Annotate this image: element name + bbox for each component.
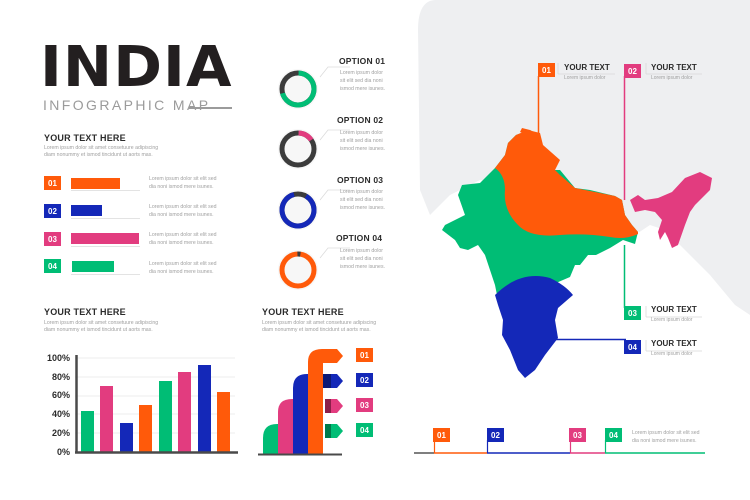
map-callout-body: Lorem ipsum dolor	[564, 75, 606, 81]
map-callout-body: Lorem ipsum dolor	[651, 351, 693, 357]
option-text-line1: Lorem ipsum dolor	[340, 70, 383, 76]
donut-option-01	[278, 69, 318, 109]
donut-option-02	[278, 129, 318, 169]
step-badge: 04	[356, 423, 373, 437]
option-text-line2: sit elit sed dia noni	[340, 197, 383, 203]
number-badge: 02	[44, 204, 61, 218]
map-callout-body: Lorem ipsum dolor	[651, 317, 693, 323]
option-text-line3: ismod mere isunes.	[340, 146, 385, 152]
number-badge: 01	[44, 176, 61, 190]
option-text-line3: ismod mere isunes.	[340, 205, 385, 211]
timeline-badge: 02	[487, 428, 504, 442]
section2-body-line1: Lorem ipsum dolor sit amet consetuure ad…	[44, 320, 159, 326]
arch-step-chart	[258, 349, 343, 456]
section3-body-line1: Lorem ipsum dolor sit amet consetuure ad…	[262, 320, 377, 326]
timeline-text-line1: Lorem ipsum dolor sit elit sed	[632, 430, 700, 436]
item-text-line2: dia noni ismod mere isunes.	[149, 184, 214, 190]
step-badge: 01	[356, 348, 373, 362]
item-text-line1: Lorem ipsum dolor sit elit sed	[149, 204, 217, 210]
item-text-line2: dia noni ismod mere isunes.	[149, 269, 214, 275]
bar-fill	[71, 233, 139, 244]
option-title: OPTION 02	[337, 115, 384, 125]
india-map	[442, 63, 750, 400]
step-badge: 02	[356, 373, 373, 387]
bar-fill	[71, 205, 102, 216]
option-title: OPTION 01	[339, 56, 386, 66]
timeline-badge: 01	[433, 428, 450, 442]
y-tick-label: 80%	[51, 372, 70, 382]
option-text-line3: ismod mere isunes.	[340, 86, 385, 92]
option-text-line3: ismod mere isunes.	[340, 264, 385, 270]
option-donuts	[278, 66, 350, 290]
subtitle-divider	[189, 107, 232, 109]
option-text-line2: sit elit sed dia noni	[340, 78, 383, 84]
item-text-line1: Lorem ipsum dolor sit elit sed	[149, 261, 217, 267]
map-callout-body: Lorem ipsum dolor	[651, 75, 693, 81]
donut-option-04	[278, 250, 318, 290]
bar-track	[71, 274, 140, 275]
y-tick-label: 60%	[51, 390, 70, 400]
option-title: OPTION 04	[336, 233, 383, 243]
map-callout-badge: 04	[624, 340, 641, 354]
bar-track	[71, 190, 140, 191]
option-text-line1: Lorem ipsum dolor	[340, 189, 383, 195]
timeline-text-line2: dia noni ismod mere isunes.	[632, 438, 697, 444]
option-text-line1: Lorem ipsum dolor	[340, 130, 383, 136]
item-text-line2: dia noni ismod mere isunes.	[149, 240, 214, 246]
timeline-badge: 04	[605, 428, 622, 442]
timeline-line	[414, 440, 705, 454]
map-callout-badge: 01	[538, 63, 555, 77]
map-callout-badge: 03	[624, 306, 641, 320]
map-callout-title: YOUR TEXT	[564, 63, 610, 72]
y-tick-label: 0%	[56, 447, 70, 457]
donut-option-03	[278, 190, 318, 230]
bar-fill	[71, 178, 120, 189]
bar-fill	[72, 261, 114, 272]
number-badge: 03	[44, 232, 61, 246]
section1-title: YOUR TEXT HERE	[44, 133, 126, 143]
section1-body-line2: diam nonummy et ismod tincidunt ut aorts…	[44, 152, 153, 158]
option-title: OPTION 03	[337, 175, 384, 185]
bar-track	[71, 218, 140, 219]
bar-track	[71, 246, 140, 247]
page-title: INDIA	[40, 35, 233, 100]
section3-body-line2: diam nonummy et ismod tincidunt ut aorts…	[262, 327, 371, 333]
y-tick-label: 100%	[46, 353, 70, 363]
section2-title: YOUR TEXT HERE	[44, 307, 126, 317]
number-badge: 04	[44, 259, 61, 273]
y-tick-label: 20%	[51, 428, 70, 438]
map-callout-title: YOUR TEXT	[651, 339, 697, 348]
option-text-line2: sit elit sed dia noni	[340, 138, 383, 144]
step-badge: 03	[356, 398, 373, 412]
item-text-line1: Lorem ipsum dolor sit elit sed	[149, 176, 217, 182]
section1-body-line1: Lorem ipsum dolor sit amet consetuure ad…	[44, 145, 159, 151]
bar-chart-plot	[75, 355, 238, 454]
section2-body-line2: diam nonummy et ismod tincidunt ut aorts…	[44, 327, 153, 333]
item-text-line2: dia noni ismod mere isunes.	[149, 212, 214, 218]
map-callout-title: YOUR TEXT	[651, 63, 697, 72]
item-text-line1: Lorem ipsum dolor sit elit sed	[149, 232, 217, 238]
section3-title: YOUR TEXT HERE	[262, 307, 344, 317]
timeline-badge: 03	[569, 428, 586, 442]
map-callout-badge: 02	[624, 64, 641, 78]
page-subtitle: INFOGRAPHIC MAP	[43, 97, 211, 113]
y-tick-label: 40%	[51, 409, 70, 419]
option-text-line2: sit elit sed dia noni	[340, 256, 383, 262]
option-text-line1: Lorem ipsum dolor	[340, 248, 383, 254]
map-callout-title: YOUR TEXT	[651, 305, 697, 314]
